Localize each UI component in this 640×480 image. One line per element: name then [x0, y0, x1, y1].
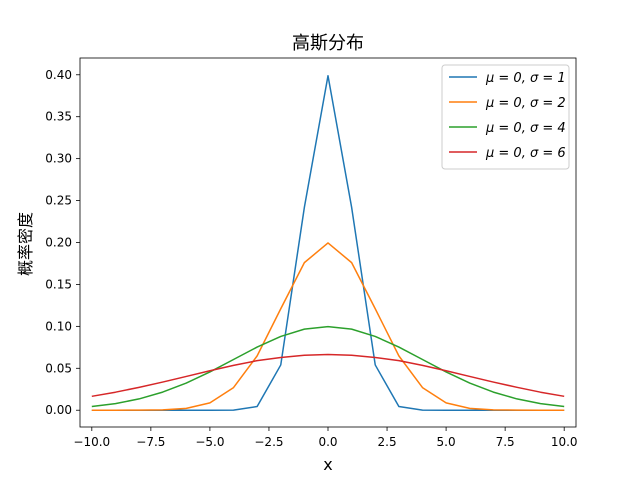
y-tick-label: 0.20	[45, 236, 72, 250]
legend-label-1: μ = 0, σ = 2	[485, 96, 566, 111]
x-tick-label: 10.0	[551, 435, 578, 449]
y-axis-title: 概率密度	[16, 212, 35, 276]
plot-area: −10.0 −7.5 −5.0 −2.5 0.0 2.5 5.0 7.5 10.0 0.00 0.0…	[45, 57, 578, 449]
y-tick-label: 0.30	[45, 152, 72, 166]
y-tick-label: 0.10	[45, 319, 72, 333]
series-line-0	[91, 74, 565, 411]
x-axis-title: x	[323, 455, 332, 474]
legend: μ = 0, σ = 1 μ = 0, σ = 2 μ = 0, σ = 4 μ = …	[441, 64, 570, 170]
series-line-1	[91, 242, 565, 411]
legend-label-3: μ = 0, σ = 6	[485, 146, 566, 161]
x-tick-label: −7.5	[136, 435, 165, 449]
x-tick-label: 5.0	[437, 435, 456, 449]
x-tick-label: −10.0	[73, 435, 110, 449]
series-line-2	[91, 325, 565, 408]
y-tick-label: 0.05	[45, 361, 72, 375]
x-tick-label: 0.0	[318, 435, 337, 449]
x-tick-label: 7.5	[496, 435, 515, 449]
y-tick-label: 0.25	[45, 194, 72, 208]
x-tick-label: 2.5	[378, 435, 397, 449]
y-tick-label: 0.35	[45, 110, 72, 124]
legend-box	[441, 64, 570, 170]
y-tick-label: 0.00	[45, 403, 72, 417]
legend-label-0: μ = 0, σ = 1	[485, 71, 566, 86]
y-tick-label: 0.15	[45, 277, 72, 291]
x-tick-label: −2.5	[254, 435, 283, 449]
chart-title: 高斯分布	[292, 33, 364, 54]
series-line-3	[91, 353, 565, 398]
y-tick-label: 0.40	[45, 68, 72, 82]
x-tick-label: −5.0	[195, 435, 224, 449]
legend-label-2: μ = 0, σ = 4	[485, 121, 566, 136]
